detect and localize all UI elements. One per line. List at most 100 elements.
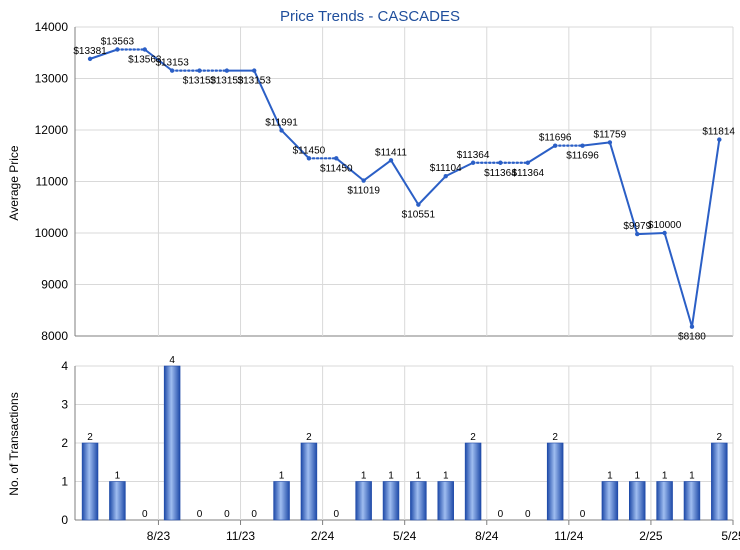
- price-point-label: $13381: [73, 46, 107, 57]
- price-y-tick-label: 8000: [41, 329, 68, 343]
- bar-value-label: 1: [279, 471, 285, 482]
- price-line-segment: [390, 159, 420, 206]
- transaction-bar: [601, 481, 619, 521]
- price-point: [361, 178, 366, 183]
- price-y-tick-label: 14000: [35, 20, 69, 34]
- transactions-y-axis-label: No. of Transactions: [7, 392, 21, 495]
- price-line-segment: [335, 157, 365, 182]
- x-tick-label: 11/23: [226, 529, 255, 543]
- transaction-bar: [382, 481, 400, 521]
- price-point: [279, 128, 284, 133]
- bar-y-tick-label: 4: [61, 359, 68, 373]
- price-point: [580, 143, 585, 148]
- bar-value-label: 2: [87, 432, 93, 443]
- price-line-segment: [280, 129, 310, 160]
- price-line-segment: [417, 175, 447, 206]
- price-line-segment: [637, 232, 665, 236]
- price-point: [115, 47, 120, 52]
- transaction-bar: [355, 481, 372, 521]
- bar-value-label: 1: [416, 471, 422, 482]
- price-point-label: $13153: [210, 76, 244, 87]
- bar-value-label: 2: [717, 432, 723, 443]
- bar-value-label: 0: [498, 509, 504, 520]
- bar-y-tick-label: 0: [61, 513, 68, 527]
- price-point-label: $10000: [648, 220, 682, 231]
- x-tick-label: 2/25: [639, 529, 663, 543]
- price-y-tick-label: 12000: [35, 123, 69, 137]
- price-point: [470, 160, 476, 165]
- price-point-label: $11364: [484, 168, 517, 179]
- price-point-label: $13563: [101, 37, 135, 48]
- bar-value-label: 0: [224, 509, 230, 520]
- price-point-label: $11364: [511, 168, 544, 179]
- bar-y-tick-label: 3: [61, 398, 68, 412]
- transaction-bar: [163, 365, 181, 521]
- bar-value-label: 2: [306, 432, 312, 443]
- price-point: [416, 202, 421, 207]
- transaction-bar: [81, 442, 99, 521]
- bar-value-label: 1: [689, 471, 695, 482]
- bar-value-label: 0: [334, 509, 340, 520]
- bar-value-label: 0: [142, 509, 148, 520]
- x-tick-label: 8/24: [475, 529, 499, 543]
- price-y-tick-label: 9000: [41, 278, 68, 292]
- bar-value-label: 0: [580, 509, 586, 520]
- bar-value-label: 0: [251, 509, 257, 520]
- bar-y-tick-label: 1: [61, 475, 68, 489]
- price-point: [689, 324, 695, 329]
- price-point: [142, 47, 147, 52]
- price-point-label: $11364: [457, 150, 490, 161]
- x-tick-label: 5/24: [393, 529, 417, 543]
- price-point: [334, 156, 339, 161]
- transactions-bar-panel: 0 1 2 3 4 8/23 11/23 2/24 5/24 8/24 11/24 2/25 5/25 2…: [61, 355, 740, 543]
- bar-value-label: 0: [197, 509, 203, 520]
- price-point-label: $11450: [320, 163, 353, 174]
- price-point: [388, 158, 394, 163]
- bar-value-label: 4: [169, 355, 175, 366]
- bar-value-label: 1: [115, 471, 121, 482]
- price-line-segment: [663, 232, 693, 328]
- x-tick-label: 5/25: [721, 529, 740, 543]
- price-line-segment: [363, 159, 392, 182]
- price-point-label: $11991: [265, 117, 298, 128]
- transaction-bar: [300, 442, 318, 521]
- price-point-label: $11696: [566, 151, 599, 162]
- price-line-segment: [89, 48, 118, 60]
- transaction-bar: [683, 481, 701, 521]
- price-point-label: $9979: [623, 221, 651, 232]
- bar-value-label: 1: [634, 471, 640, 482]
- price-line-segment: [445, 161, 474, 178]
- price-point: [197, 68, 202, 73]
- price-point: [87, 56, 93, 62]
- price-point-label: $11696: [539, 133, 572, 144]
- price-point-label: $11411: [375, 147, 407, 158]
- bar-value-label: 2: [552, 432, 558, 443]
- price-point: [252, 68, 257, 73]
- price-line-segment: [527, 144, 556, 164]
- bar-value-label: 2: [470, 432, 476, 443]
- price-point: [635, 231, 640, 237]
- price-point-label: $11814: [702, 127, 735, 138]
- transaction-bar: [464, 442, 482, 521]
- price-point-label: $10551: [402, 210, 436, 221]
- price-point: [498, 160, 503, 165]
- price-point-label: $11104: [430, 163, 462, 174]
- bar-value-label: 1: [361, 471, 367, 482]
- transaction-bar: [656, 481, 673, 521]
- price-point-label: $11450: [293, 145, 326, 156]
- price-line-segment: [690, 139, 721, 327]
- price-point: [717, 137, 722, 142]
- price-point-label: $13153: [155, 58, 189, 69]
- price-y-tick-label: 11000: [36, 175, 69, 189]
- price-y-tick-label: 13000: [35, 72, 69, 86]
- bar-value-label: 0: [525, 509, 531, 520]
- x-tick-label: 11/24: [554, 529, 583, 543]
- transaction-bar: [410, 481, 427, 521]
- price-line-segment: [582, 141, 610, 147]
- price-point: [224, 68, 230, 73]
- price-point: [662, 230, 667, 236]
- price-point-label: $11019: [347, 186, 380, 197]
- x-tick-label: 2/24: [311, 529, 335, 543]
- price-line-panel: 800090001000011000120001300014000$13381$…: [35, 20, 736, 343]
